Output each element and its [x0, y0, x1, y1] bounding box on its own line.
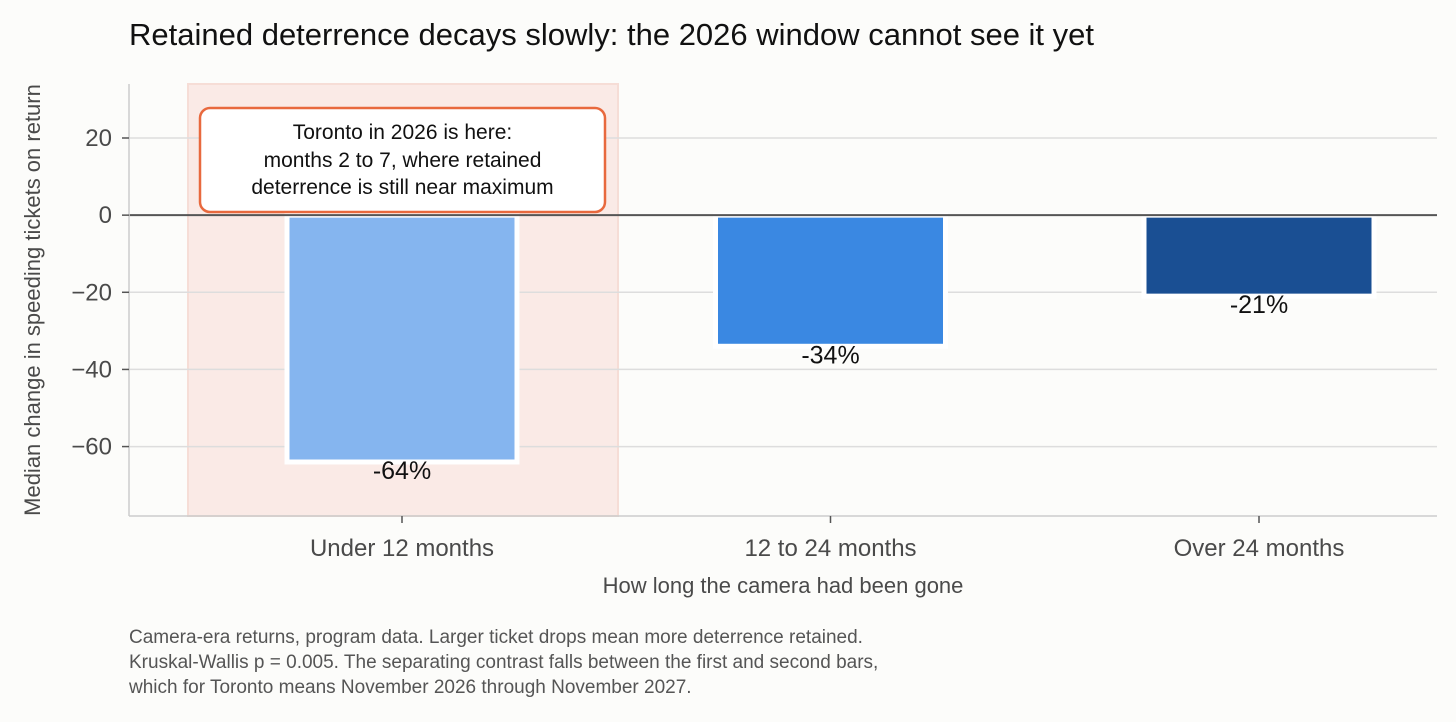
- x-tick-label: 12 to 24 months: [744, 535, 916, 562]
- caption-line: Kruskal-Wallis p = 0.005. The separating…: [129, 652, 878, 673]
- y-tick-label: −60: [71, 434, 112, 461]
- x-tick-label: Over 24 months: [1174, 535, 1345, 562]
- y-tick-label: −20: [71, 279, 112, 306]
- annotation-box: [198, 106, 607, 214]
- y-tick-label: −40: [71, 356, 112, 383]
- caption-line: which for Toronto means November 2026 th…: [128, 677, 692, 698]
- bar-over-24-months: [1141, 212, 1377, 299]
- x-tick-label: Under 12 months: [310, 535, 494, 562]
- caption: Camera-era returns, program data. Larger…: [128, 627, 878, 698]
- x-tick-labels: Under 12 months 12 to 24 months Over 24 mo…: [310, 535, 1344, 562]
- y-tick-labels: 20 0 −20 −40 −60: [71, 125, 112, 461]
- data-labels: -64% -34% -21%: [373, 291, 1288, 485]
- annotation-line: months 2 to 7, where retained: [264, 149, 542, 172]
- caption-line: Camera-era returns, program data. Larger…: [129, 627, 863, 648]
- bar-under-12-months: [284, 212, 520, 465]
- annotation-line: Toronto in 2026 is here:: [293, 121, 512, 144]
- data-label: -64%: [373, 457, 431, 485]
- data-label: -21%: [1230, 291, 1288, 319]
- y-axis-label: Median change in speeding tickets on ret…: [20, 84, 45, 516]
- y-tick-label: 20: [85, 125, 112, 152]
- chart-title: Retained deterrence decays slowly: the 2…: [129, 17, 1094, 52]
- axes-layer: [122, 84, 1437, 523]
- data-label: -34%: [801, 341, 859, 369]
- annotation-callout: Toronto in 2026 is here: months 2 to 7, …: [198, 106, 607, 214]
- x-axis-label: How long the camera had been gone: [603, 573, 964, 598]
- annotation-line: deterrence is still near maximum: [251, 176, 553, 199]
- bar-12-to-24-months: [713, 212, 948, 349]
- y-tick-label: 0: [99, 202, 112, 229]
- bars-layer: [284, 212, 1377, 465]
